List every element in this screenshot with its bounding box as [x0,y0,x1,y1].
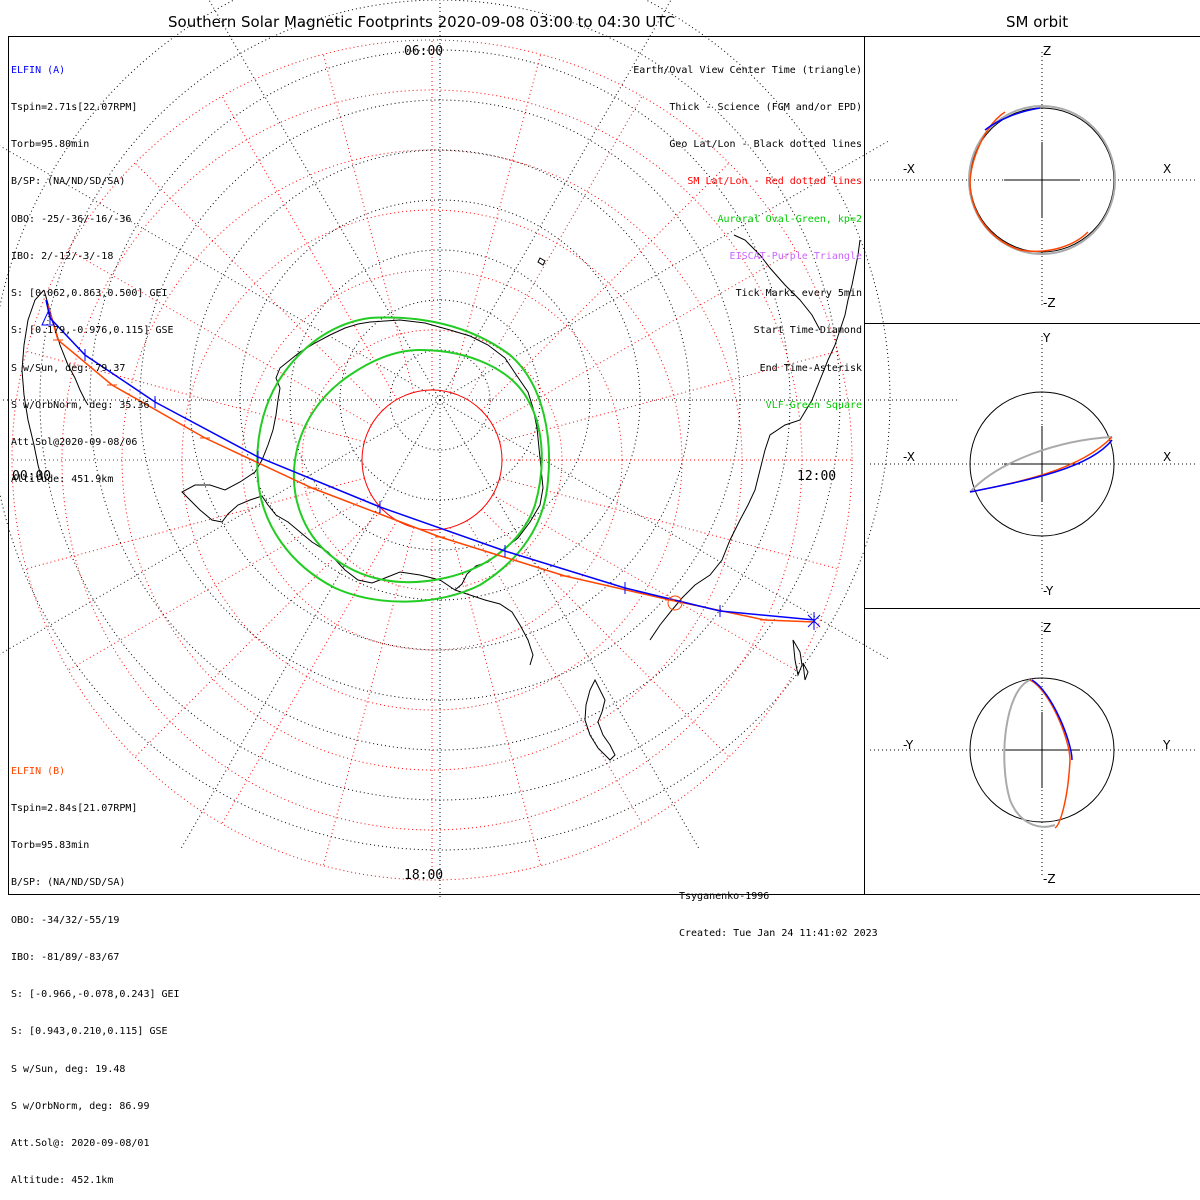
sm-orbit-panels [870,52,1198,878]
sm-lon-line [222,96,397,399]
orbit-b-yz [1030,680,1070,828]
elfin-a-info: ELFIN (A) Tspin=2.71s[22.07RPM] Torb=95.… [11,40,174,499]
geo-lon-line [440,400,700,850]
sm-lat-circle [362,390,502,530]
elfin-b-line: B/SP: (NA/ND/SD/SA) [11,877,180,889]
elfin-a-name: ELFIN (A) [11,65,174,77]
elfin-a-line: S: [0.179,-0.976,0.115] GSE [11,325,174,337]
orbit1-label-top: Z [1043,44,1051,58]
mlt-label-bottom: 18:00 [404,870,443,882]
auroral-oval-outer [257,317,549,601]
end-asterisk-marker [808,612,820,630]
elfin-b-line: OBO: -34/32/-55/19 [11,915,180,927]
created-timestamp: Created: Tue Jan 24 11:41:02 2023 [679,928,878,940]
model-label: Tsyganenko-1996 [679,891,878,903]
elfin-b-line: S: [0.943,0.210,0.115] GSE [11,1026,180,1038]
auroral-ovals [257,317,549,601]
sm-lon-line [222,521,397,824]
orbit3-label-right: Y [1163,738,1170,752]
geo-lon-line [180,0,440,400]
legend-entry: End Time-Asterisk [633,363,862,375]
orbit2-label-right: X [1163,450,1171,464]
sm-lon-line [481,509,728,756]
elfin-a-line: Altitude: 451.9km [11,474,174,486]
legend-entry: EISCAT-Purple Triangle [633,251,862,263]
geo-lon-line [180,400,440,850]
sm-lon-line [135,509,382,756]
elfin-b-line: S w/Sun, deg: 19.48 [11,1064,180,1076]
elfin-a-line: S: [0.062,0.863,0.500] GEI [11,288,174,300]
legend-entry: Start Time-Diamond [633,325,862,337]
legend-entry: Geo Lat/Lon - Black dotted lines [633,139,862,151]
elfin-b-info: ELFIN (B) Tspin=2.84s[21.07RPM] Torb=95.… [11,741,180,1200]
elfin-a-line: S w/OrbNorm, deg: 35.36 [11,400,174,412]
sm-lon-line [323,54,414,392]
orbit1-label-right: X [1163,162,1171,176]
elfin-a-line: S w/Sun, deg: 79.37 [11,363,174,375]
elfin-b-line: Altitude: 452.1km [11,1175,180,1187]
legend-entry: Tick Marks every 5min [633,288,862,300]
orbit2-label-left: -X [903,450,915,464]
elfin-a-line: Torb=95.80min [11,139,174,151]
orbit-a-xy [970,440,1112,492]
legend-entry: VLF-Green Square [633,400,862,412]
mlt-label-right: 12:00 [797,471,836,483]
sm-lon-line [323,528,414,866]
elfin-a-line: B/SP: (NA/ND/SD/SA) [11,176,174,188]
orbit3-label-top: Z [1043,621,1051,635]
orbit2-label-bottom: -Y [1043,584,1053,598]
orbit-gray-yz [1004,680,1055,827]
legend-entry: Auroral Oval-Green, kp=2 [633,214,862,226]
elfin-b-line: Tspin=2.84s[21.07RPM] [11,803,180,815]
elfin-b-line: Att.Sol@: 2020-09-08/01 [11,1138,180,1150]
legend-entry: Earth/Oval View Center Time (triangle) [633,65,862,77]
elfin-b-name: ELFIN (B) [11,766,180,778]
orbit1-label-bottom: -Z [1043,296,1056,310]
mlt-label-top: 06:00 [404,46,443,58]
elfin-a-line: Att.Sol@2020-09-08/06 [11,437,174,449]
orbit3-label-left: -Y [903,738,913,752]
sm-lon-line [500,478,838,569]
orbit1-label-left: -X [903,162,915,176]
plot-legend: Earth/Oval View Center Time (triangle) T… [633,40,862,425]
elfin-a-line: IBO: 2/-12/-3/-18 [11,251,174,263]
legend-entry: SM Lat/Lon - Red dotted lines [633,176,862,188]
elfin-b-line: S w/OrbNorm, deg: 86.99 [11,1101,180,1113]
sm-lon-line [450,528,541,866]
footer: Tsyganenko-1996 Created: Tue Jan 24 11:4… [679,866,878,953]
antarctic-peninsula [455,590,533,665]
legend-entry: Thick - Science (FGM and/or EPD) [633,102,862,114]
footprint-plot [0,0,1200,900]
orbit3-label-bottom: -Z [1043,872,1056,886]
elfin-a-line: OBO: -25/-36/-16/-36 [11,214,174,226]
elfin-a-line: Tspin=2.71s[22.07RPM] [11,102,174,114]
elfin-b-line: Torb=95.83min [11,840,180,852]
orbit2-label-top: Y [1043,331,1050,345]
elfin-b-line: S: [-0.966,-0.078,0.243] GEI [11,989,180,1001]
sm-lon-line [467,96,642,399]
orbit-a-yz [1032,680,1072,760]
geo-lon-line [440,400,890,660]
elfin-b-line: IBO: -81/89/-83/67 [11,952,180,964]
